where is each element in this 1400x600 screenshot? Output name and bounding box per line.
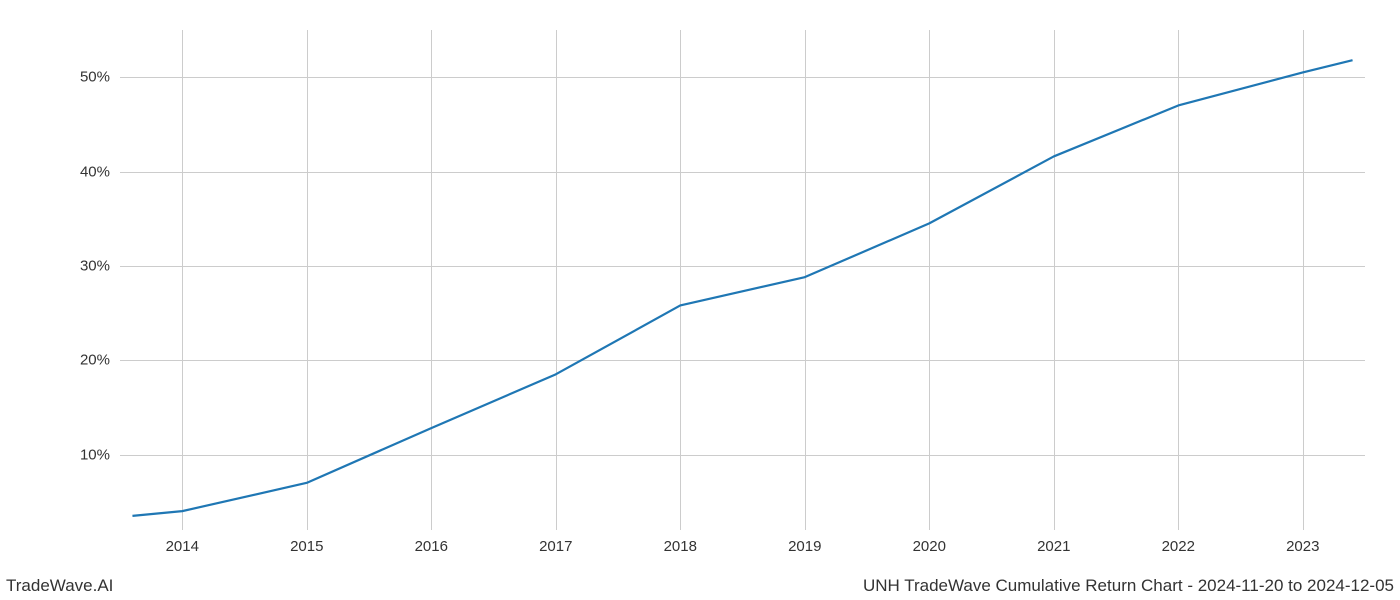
series-line xyxy=(132,60,1352,516)
chart-line-layer xyxy=(0,0,1400,600)
